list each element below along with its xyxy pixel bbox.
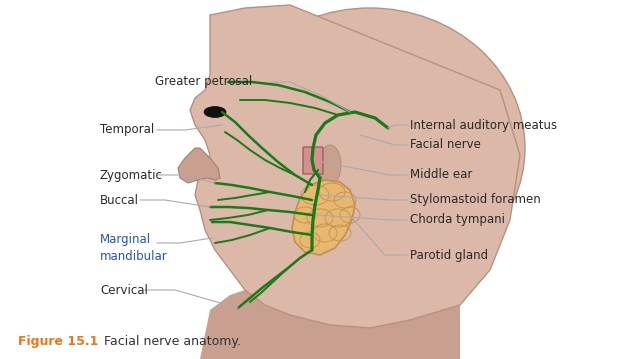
Polygon shape	[200, 290, 460, 359]
Polygon shape	[190, 5, 520, 328]
Text: Internal auditory meatus: Internal auditory meatus	[410, 118, 557, 131]
FancyBboxPatch shape	[303, 147, 323, 174]
Ellipse shape	[319, 145, 341, 185]
Text: Parotid gland: Parotid gland	[410, 248, 488, 261]
Text: Greater petrosal: Greater petrosal	[155, 75, 252, 89]
Text: Middle ear: Middle ear	[410, 168, 472, 182]
Polygon shape	[178, 148, 220, 183]
Text: Stylomastoid foramen: Stylomastoid foramen	[410, 194, 541, 206]
Text: Chorda tympani: Chorda tympani	[410, 214, 505, 227]
Polygon shape	[292, 180, 355, 255]
Text: Zygomatic: Zygomatic	[100, 168, 163, 182]
Text: Buccal: Buccal	[100, 194, 139, 206]
Ellipse shape	[215, 8, 525, 288]
Text: Temporal: Temporal	[100, 123, 154, 136]
Ellipse shape	[204, 107, 226, 117]
Text: Figure 15.1: Figure 15.1	[18, 336, 99, 349]
Text: Facial nerve anatomy.: Facial nerve anatomy.	[100, 336, 241, 349]
Text: Marginal
mandibular: Marginal mandibular	[100, 233, 168, 262]
Text: Cervical: Cervical	[100, 284, 148, 297]
Text: Facial nerve: Facial nerve	[410, 139, 481, 151]
